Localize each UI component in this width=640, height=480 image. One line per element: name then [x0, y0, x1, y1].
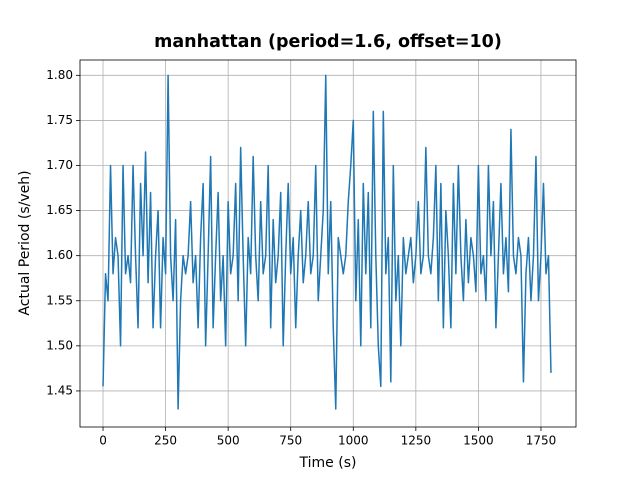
y-tick-label: 1.45 [46, 383, 73, 397]
x-tick-label: 1500 [463, 434, 494, 448]
x-tick-label: 1250 [401, 434, 432, 448]
x-tick-label: 1000 [338, 434, 369, 448]
x-tick-label: 1750 [526, 434, 557, 448]
plot-frame [79, 59, 577, 428]
x-tick-label: 500 [217, 434, 240, 448]
y-tick-label: 1.55 [46, 293, 73, 307]
x-tick-label: 250 [154, 434, 177, 448]
y-tick-label: 1.60 [46, 248, 73, 262]
x-axis-label: Time (s) [299, 455, 357, 471]
y-axis-label: Actual Period (s/veh) [17, 170, 33, 315]
y-tick-label: 1.80 [46, 68, 73, 82]
chart-title: manhattan (period=1.6, offset=10) [154, 32, 502, 52]
y-tick-label: 1.50 [46, 338, 73, 352]
y-tick-label: 1.75 [46, 113, 73, 127]
y-tick-label: 1.70 [46, 158, 73, 172]
data-line [102, 74, 552, 410]
x-tick-label: 750 [279, 434, 302, 448]
x-tick-label: 0 [99, 434, 107, 448]
y-tick-label: 1.65 [46, 203, 73, 217]
